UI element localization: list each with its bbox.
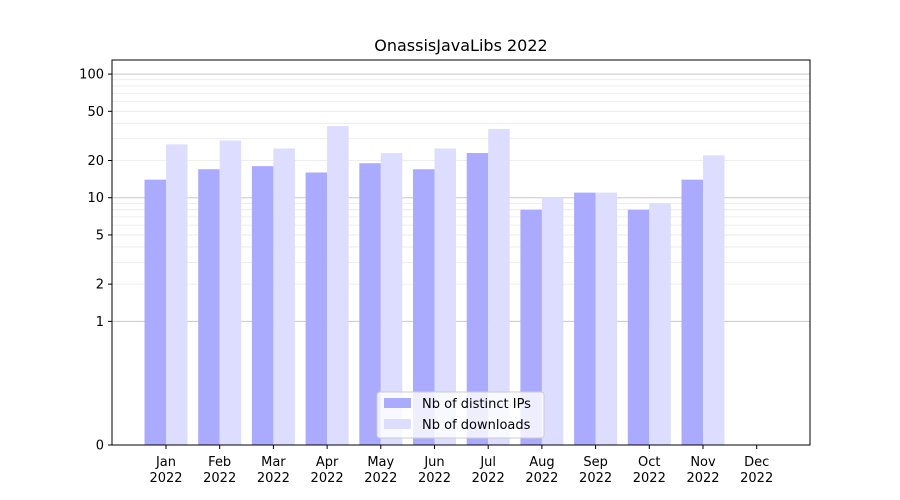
bar-downloads <box>327 126 349 445</box>
x-tick-label-year: 2022 <box>311 471 344 486</box>
bar-distinct-ips <box>305 172 328 446</box>
x-tick-label-year: 2022 <box>525 471 558 486</box>
y-tick-label: 1 <box>96 315 104 330</box>
y-tick-label: 2 <box>96 278 104 293</box>
y-tick-label: 10 <box>87 191 104 206</box>
legend-frame <box>376 391 545 439</box>
bar-distinct-ips <box>627 209 650 445</box>
bar-distinct-ips <box>574 192 596 445</box>
y-tick-label: 100 <box>79 68 104 83</box>
bar-distinct-ips <box>198 169 220 445</box>
bar-distinct-ips <box>359 163 381 445</box>
x-tick-label-month: Mar <box>261 455 286 470</box>
legend-label-distinct-ips: Nb of distinct IPs <box>422 397 531 412</box>
x-tick-label-year: 2022 <box>418 471 451 486</box>
x-tick-label-month: Jan <box>155 455 176 470</box>
chart-title: OnassisJavaLibs 2022 <box>374 36 547 55</box>
x-tick-label-month: Nov <box>690 455 716 470</box>
bar-downloads <box>434 148 456 445</box>
bar-downloads <box>703 155 725 445</box>
y-axis: 0 1 2 5 10 20 50 100 <box>79 68 112 454</box>
plot-frame <box>111 59 811 446</box>
bar-distinct-ips <box>251 166 274 445</box>
x-tick-label-year: 2022 <box>740 471 773 486</box>
x-tick-label-month: Sep <box>583 455 608 470</box>
x-tick-label-year: 2022 <box>579 471 612 486</box>
bar-downloads <box>595 192 618 445</box>
bar-downloads <box>273 148 295 445</box>
x-tick-label-month: Feb <box>208 455 231 470</box>
bar-distinct-ips <box>144 179 166 446</box>
bar-downloads <box>541 197 564 445</box>
bar-downloads <box>166 144 188 445</box>
x-tick-label-year: 2022 <box>203 471 236 486</box>
bar-distinct-ips <box>466 153 489 445</box>
bar-downloads <box>219 140 242 445</box>
x-tick-label-month: Jul <box>479 455 496 470</box>
x-tick-label-year: 2022 <box>633 471 666 486</box>
x-tick-label-year: 2022 <box>686 471 719 486</box>
x-tick-label-month: Jun <box>423 455 444 470</box>
bar-downloads <box>488 128 510 445</box>
bar-distinct-ips <box>413 169 435 445</box>
x-tick-label-month: May <box>367 455 394 470</box>
legend-swatch-distinct-ips <box>384 398 411 408</box>
legend-label-downloads: Nb of downloads <box>422 418 531 433</box>
x-tick-label-year: 2022 <box>257 471 290 486</box>
x-axis: Jan2022Feb2022Mar2022Apr2022May2022Jun20… <box>149 445 773 486</box>
x-tick-label-month: Aug <box>529 455 554 470</box>
bar-distinct-ips <box>681 179 703 446</box>
x-tick-label-year: 2022 <box>364 471 397 486</box>
x-tick-label-month: Dec <box>744 455 769 470</box>
bar-distinct-ips <box>520 209 542 445</box>
x-tick-label-year: 2022 <box>472 471 505 486</box>
x-tick-label-year: 2022 <box>149 471 182 486</box>
y-tick-label: 5 <box>96 228 104 243</box>
bars-layer <box>144 126 725 446</box>
legend-swatch-downloads <box>384 419 411 429</box>
y-tick-label: 50 <box>87 105 104 120</box>
x-tick-label-month: Oct <box>638 455 660 470</box>
bar-downloads <box>649 203 671 445</box>
bar-downloads <box>380 153 403 445</box>
legend: Nb of distinct IPs Nb of downloads <box>376 391 545 439</box>
y-tick-label: 0 <box>96 439 104 454</box>
x-tick-label-month: Apr <box>316 455 339 470</box>
y-tick-label: 20 <box>87 154 104 169</box>
